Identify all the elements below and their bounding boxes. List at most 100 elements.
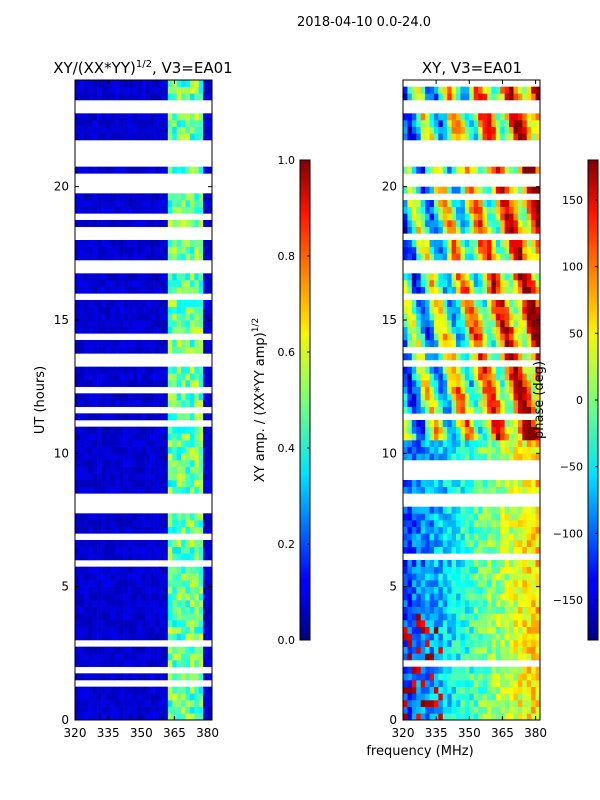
heatmap-cell [185,126,191,134]
heatmap-cell [79,126,85,134]
heatmap-cell [181,413,186,421]
heatmap-cell [429,200,435,207]
heatmap-cell [451,620,457,627]
heatmap-cell [447,386,452,394]
heatmap-cell [167,373,173,381]
x-tick-label: 365 [163,726,186,740]
heatmap-cell [154,306,160,314]
heatmap-cell [141,380,147,387]
heatmap-cell [203,206,208,214]
heatmap-cell [469,246,475,254]
heatmap-cell [198,580,204,587]
heatmap-cell [469,186,475,194]
heatmap-cell [128,713,133,721]
heatmap-cell [526,613,532,621]
heatmap-cell [207,673,213,681]
heatmap-cell [486,560,492,567]
heatmap-cell [136,460,142,467]
heatmap-cell [110,373,116,381]
heatmap-cell [114,620,120,627]
heatmap-cell [105,520,111,527]
heatmap-cell [181,520,186,527]
heatmap-cell [176,373,182,381]
heatmap-cell [504,560,510,567]
heatmap-cell [447,646,452,654]
heatmap-cell [473,200,479,207]
heatmap-cell [416,393,421,401]
heatmap-cell [433,486,439,494]
heatmap-cell [447,593,452,601]
heatmap-cell [128,520,133,527]
heatmap-cell [194,660,200,667]
heatmap-cell [101,400,107,407]
heatmap-cell [163,633,169,641]
heatmap-cell [101,440,107,447]
heatmap-cell [154,713,160,721]
heatmap-cell [83,580,89,587]
heatmap-cell [150,453,155,461]
heatmap-cell [105,700,111,707]
heatmap-cell [456,633,461,641]
heatmap-cell [464,640,470,647]
heatmap-cell [128,653,133,661]
heatmap-cell [114,600,120,607]
heatmap-cell [469,286,475,294]
heatmap-cell [407,600,413,607]
heatmap-cell [128,646,133,654]
heatmap-cell [110,206,116,214]
heatmap-cell [207,340,213,347]
heatmap-cell [486,613,492,621]
heatmap-cell [438,133,444,141]
heatmap-cell [97,700,102,707]
heatmap-cell [75,320,80,327]
heatmap-cell [97,193,102,201]
heatmap-cell [517,406,523,414]
heatmap-cell [123,693,129,701]
heatmap-cell [198,700,204,707]
heatmap-cell [425,520,430,527]
heatmap-cell [513,253,519,261]
heatmap-cell [433,533,439,541]
heatmap-cell [110,413,116,421]
heatmap-cell [203,646,208,654]
heatmap-cell [119,686,124,694]
heatmap-cell [509,286,514,294]
heatmap-cell [198,686,204,694]
heatmap-cell [535,113,541,121]
heatmap-cell [495,673,501,681]
heatmap-cell [128,440,133,447]
heatmap-cell [198,706,204,714]
heatmap-cell [451,226,457,234]
heatmap-cell [469,126,475,134]
heatmap-cell [473,440,479,447]
heatmap-cell [478,373,483,381]
heatmap-cell [198,606,204,614]
heatmap-cell [185,486,191,494]
heatmap-cell [181,613,186,621]
heatmap-cell [526,273,532,281]
heatmap-cell [535,713,541,721]
heatmap-cell [433,113,439,121]
heatmap-cell [486,333,492,341]
heatmap-cell [75,120,80,127]
heatmap-cell [92,253,98,261]
heatmap-cell [92,453,98,461]
heatmap-cell [167,626,173,634]
heatmap-cell [517,440,523,447]
heatmap-cell [407,126,413,134]
heatmap-cell [509,640,514,647]
heatmap-cell [123,133,129,141]
heatmap-cell [531,600,536,607]
heatmap-cell [88,546,93,554]
heatmap-cell [486,253,492,261]
heatmap-cell [150,400,155,407]
heatmap-cell [141,273,147,281]
heatmap-cell [451,693,457,701]
heatmap-cell [513,593,519,601]
heatmap-cell [172,706,177,714]
heatmap-cell [500,626,505,634]
heatmap-cell [189,573,195,581]
heatmap-cell [132,633,138,641]
heatmap-cell [145,426,151,434]
heatmap-cell [535,666,541,674]
